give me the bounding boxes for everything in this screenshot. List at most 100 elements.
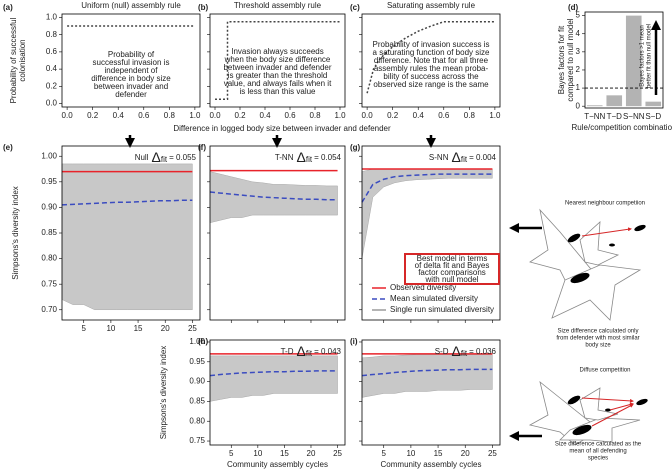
plot-frame [209, 145, 346, 321]
y-tick-label: 1.00 [189, 337, 205, 346]
panel-note: is less than this value [239, 87, 316, 96]
x-tick-label: 15 [280, 449, 289, 458]
x-tick-label: 10 [253, 449, 262, 458]
y-tick-label: 0.80 [189, 416, 205, 425]
panel-note: between invader and defender [223, 63, 331, 72]
x-tick-label: 15 [134, 324, 143, 333]
x-tick-label: 5 [229, 449, 234, 458]
series-line [361, 368, 493, 377]
x-tick-label: 0.8 [464, 111, 476, 120]
ant [572, 424, 592, 436]
callout-text: with null model [425, 275, 479, 284]
ant [605, 408, 611, 412]
simulated-band [61, 163, 193, 310]
y-tick-label: 5 [576, 11, 581, 20]
y-axis-label: Probability of successful [9, 17, 18, 103]
diagram-caption: species [588, 456, 608, 462]
y-tick-label: 1.00 [41, 151, 57, 160]
diagram-title: Diffuse competition [580, 368, 631, 374]
panel-note: independent of [105, 66, 159, 75]
panel-title: Threshold assembly rule [234, 1, 322, 10]
panel-note: between invader and [94, 82, 168, 91]
y-tick-label: 0.95 [41, 177, 57, 186]
red-arrow [591, 404, 634, 427]
diagram-caption: Size difference calculated only [558, 329, 639, 335]
stat-text: = 0.054 [314, 153, 341, 162]
simulated-band [361, 354, 493, 398]
panel-note: when the body size difference [224, 55, 331, 64]
panel-label: (a) [3, 3, 13, 12]
plot-frame [584, 11, 664, 109]
legend-label: Mean simulated diversity [390, 294, 478, 303]
y-axis-label: colonisation [18, 39, 27, 81]
stat-text: = 0.004 [469, 153, 496, 162]
stat-symbol: Δ [451, 149, 460, 165]
plot-frame [209, 13, 346, 108]
stat-symbol: Δ [296, 149, 305, 165]
callout-text: of delta fit and Bayes [415, 261, 490, 270]
y-tick-label: 0.75 [41, 279, 57, 288]
x-tick-label: 0.6 [138, 111, 150, 120]
panel-label: (g) [350, 143, 361, 152]
panel-note: is greater than the threshold [228, 71, 328, 80]
x-tick-label: 0.0 [62, 111, 74, 120]
legend-label: Observed diversity [390, 283, 456, 292]
x-tick-label: T−NN [584, 112, 605, 121]
ant [634, 224, 646, 232]
x-tick-label: 0.6 [284, 111, 296, 120]
panel-label: (c) [350, 3, 360, 12]
panel-note: successful invasion is [93, 58, 170, 67]
panel-note: value, and always fails when it [224, 79, 332, 88]
y-axis-label: Simpsons's diversity index [11, 186, 20, 280]
red-arrow [581, 227, 632, 237]
panel-label: (b) [198, 3, 209, 12]
bar [625, 15, 642, 107]
x-tick-label: 0.2 [234, 111, 246, 120]
plot-frame [209, 339, 346, 446]
bar [645, 101, 662, 107]
y-tick-label: 0.70 [41, 305, 57, 314]
series-line [209, 191, 338, 201]
plot-frame [361, 339, 501, 446]
x-tick-label: 25 [488, 449, 497, 458]
panel-title: S-NN Δfit = 0.004 [429, 149, 497, 165]
plot-frame [61, 13, 201, 108]
y-tick-label: 0.8 [46, 30, 58, 39]
x-tick-label: 0.6 [438, 111, 450, 120]
panel-note: Probability of [108, 50, 155, 59]
panel-note: assembly rules the mean proba- [374, 64, 489, 73]
stat-text: = 0.036 [469, 347, 496, 356]
x-tick-label: 1.0 [189, 111, 201, 120]
leaf [579, 387, 619, 421]
ant [567, 233, 581, 243]
stat-sub: fit [461, 349, 468, 358]
stat-sub: fit [461, 155, 468, 164]
title-name: S-D [435, 347, 449, 356]
y-tick-label: 0.90 [189, 377, 205, 386]
x-tick-label: 0.2 [87, 111, 99, 120]
panel-note: bility of success across the [383, 72, 479, 81]
flow-arrows [125, 135, 542, 441]
plot-frame [361, 145, 501, 321]
panel-note: Probability of invasion success is [373, 40, 490, 49]
panel-title: Uniform (null) assembly rule [81, 1, 181, 10]
y-tick-label: 1.0 [46, 13, 58, 22]
panel-label: (i) [350, 337, 358, 346]
y-tick-label: 0.80 [41, 254, 57, 263]
panel-note: a saturating function of body size [373, 48, 491, 57]
simulated-band [209, 355, 338, 402]
panel-title: T-NN Δfit = 0.054 [275, 149, 342, 165]
x-tick-label: 0.8 [309, 111, 321, 120]
panel-note: Invasion always succeeds [231, 47, 324, 56]
ant [609, 243, 615, 247]
panel-title: S-D Δfit = 0.036 [435, 343, 497, 359]
diffuse-diagram: Diffuse competition Size difference calc… [528, 368, 648, 462]
y-tick-label: 0.6 [46, 47, 58, 56]
y-tick-label: 0.2 [46, 81, 58, 90]
y-tick-label: 4 [576, 29, 581, 38]
y-axis-label: compared to null model [566, 18, 575, 101]
ant [570, 272, 590, 284]
legend-label: Single run simulated diversity [390, 305, 494, 314]
red-arrow [581, 397, 634, 403]
